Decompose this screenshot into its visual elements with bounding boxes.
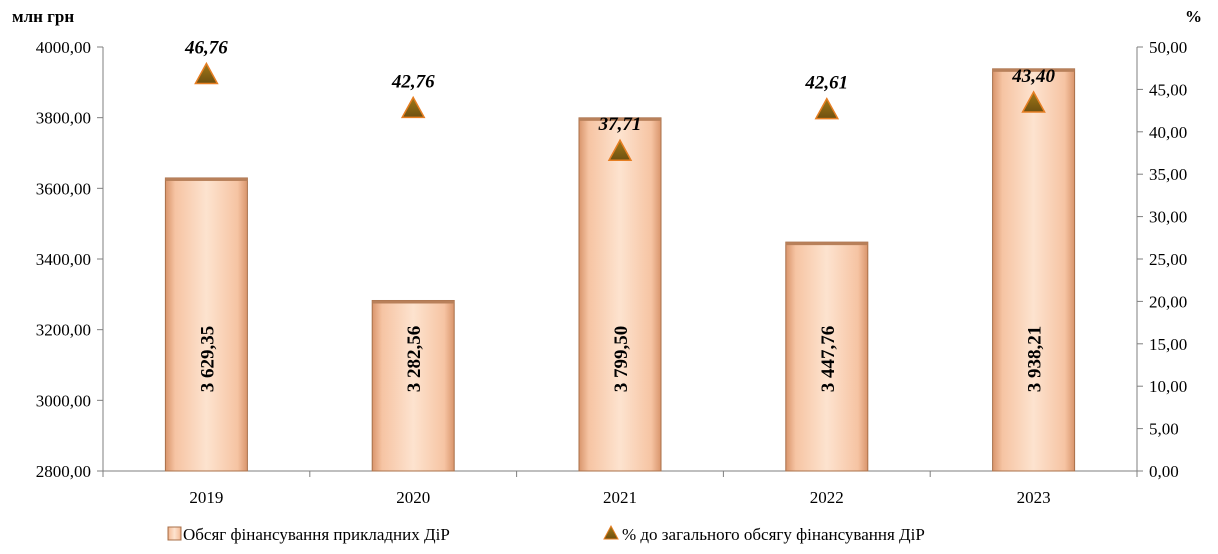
- left-tick-label: 4000,00: [36, 38, 91, 57]
- bar: [992, 68, 1076, 472]
- x-tick-label: 2023: [1017, 488, 1051, 507]
- percent-marker: [194, 61, 219, 85]
- bar: [371, 299, 455, 472]
- percent-value-label: 42,61: [804, 73, 848, 94]
- bar: [164, 177, 248, 472]
- right-tick-label: 0,00: [1149, 462, 1179, 481]
- right-tick-label: 10,00: [1149, 377, 1187, 396]
- bar-top-edge: [165, 177, 248, 181]
- right-tick-label: 5,00: [1149, 420, 1179, 439]
- legend-label-marker: % до загального обсягу фінансування ДіР: [622, 525, 925, 544]
- bar-top-edge: [785, 242, 868, 246]
- right-tick-label: 35,00: [1149, 165, 1187, 184]
- percent-marker: [400, 95, 426, 119]
- bar-top-edge: [372, 300, 455, 304]
- bar-value-label: 3 629,35: [197, 326, 218, 393]
- left-tick-label: 3000,00: [36, 391, 91, 410]
- legend-swatch-marker: [603, 524, 619, 540]
- left-tick-label: 3200,00: [36, 321, 91, 340]
- right-tick-label: 15,00: [1149, 335, 1187, 354]
- bar: [578, 117, 662, 472]
- bar-top-edge: [992, 68, 1075, 72]
- percent-marker: [1021, 90, 1046, 113]
- right-tick-label: 50,00: [1149, 38, 1187, 57]
- left-axis-unit-label: млн грн: [12, 7, 74, 26]
- bar-value-label: 3 447,76: [818, 326, 839, 393]
- x-tick-label: 2021: [603, 488, 637, 507]
- x-tick-label: 2020: [396, 488, 430, 507]
- bar: [785, 241, 869, 472]
- x-tick-label: 2019: [189, 488, 223, 507]
- right-tick-label: 20,00: [1149, 292, 1187, 311]
- bar-value-label: 3 282,56: [404, 326, 425, 393]
- percent-value-label: 46,76: [184, 37, 228, 58]
- right-tick-label: 40,00: [1149, 123, 1187, 142]
- percent-value-label: 42,76: [391, 71, 435, 92]
- right-axis-unit-label: %: [1185, 7, 1202, 26]
- legend-swatch-bar: [167, 526, 182, 541]
- bar-value-label: 3 799,50: [611, 326, 632, 393]
- percent-value-label: 43,40: [1011, 66, 1055, 87]
- left-tick-label: 3400,00: [36, 250, 91, 269]
- left-tick-label: 2800,00: [36, 462, 91, 481]
- right-tick-label: 30,00: [1149, 208, 1187, 227]
- left-tick-label: 3600,00: [36, 179, 91, 198]
- percent-value-label: 37,71: [598, 114, 642, 135]
- left-tick-label: 3800,00: [36, 109, 91, 128]
- percent-marker: [814, 97, 840, 120]
- legend-label-bar: Обсяг фінансування прикладних ДіР: [183, 525, 450, 544]
- right-tick-label: 45,00: [1149, 80, 1187, 99]
- percent-marker: [607, 138, 633, 161]
- right-tick-label: 25,00: [1149, 250, 1187, 269]
- bar-top-edge: [579, 117, 661, 121]
- bar-value-label: 3 938,21: [1025, 326, 1046, 393]
- x-tick-label: 2022: [810, 488, 844, 507]
